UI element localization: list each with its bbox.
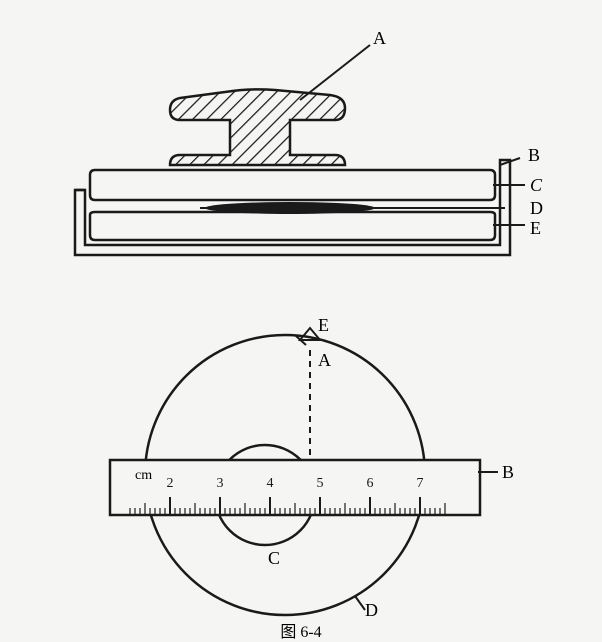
figure-caption: 图 6-4 bbox=[0, 618, 602, 642]
label-top-C: C bbox=[530, 175, 542, 196]
svg-text:2: 2 bbox=[167, 476, 174, 491]
label-bot-C: C bbox=[268, 548, 280, 569]
label-top-B: B bbox=[528, 145, 540, 166]
top-cross-section bbox=[75, 45, 525, 255]
label-top-D: D bbox=[530, 198, 543, 219]
label-bot-B: B bbox=[502, 462, 514, 483]
label-bot-E: E bbox=[318, 315, 329, 336]
bottom-plan-view: 2 3 4 5 6 7 bbox=[110, 328, 498, 615]
label-bot-A: A bbox=[318, 350, 331, 371]
svg-text:3: 3 bbox=[217, 476, 224, 491]
svg-text:6: 6 bbox=[367, 476, 374, 491]
ruler-unit: cm bbox=[135, 468, 152, 484]
svg-text:5: 5 bbox=[317, 476, 324, 491]
label-top-E: E bbox=[530, 218, 541, 239]
diagram-svg: 2 3 4 5 6 7 bbox=[0, 0, 602, 640]
svg-text:4: 4 bbox=[267, 476, 274, 491]
label-top-A: A bbox=[373, 28, 386, 49]
svg-text:7: 7 bbox=[417, 476, 424, 491]
